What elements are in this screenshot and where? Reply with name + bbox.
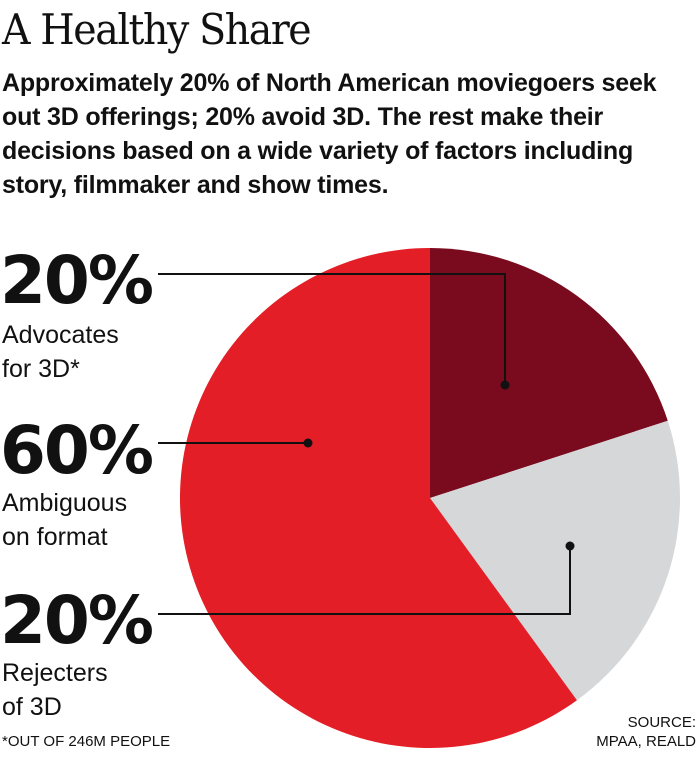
ambiguous-label-line1: Ambiguous: [2, 489, 128, 517]
rejecters-label-line1: Rejecters: [2, 659, 108, 687]
advocates-label: Advocates for 3D*: [2, 318, 162, 386]
advocates-label-line2: for 3D*: [2, 355, 80, 383]
advocates-percent: 20%: [0, 242, 154, 319]
rejecters-percent: 20%: [0, 582, 154, 659]
chart-title: A Healthy Share: [2, 5, 312, 54]
leader-advocates-dot: [500, 380, 510, 390]
leader-ambiguous-dot: [303, 438, 313, 448]
pie-slices: [179, 248, 680, 748]
leader-rejecters-dot: [565, 541, 575, 551]
source-note: SOURCE: MPAA, REALD: [596, 713, 696, 751]
slice-ambiguous: [179, 248, 577, 748]
source-names: MPAA, REALD: [596, 733, 696, 750]
ambiguous-percent: 60%: [0, 412, 154, 489]
slice-rejecters: [430, 420, 680, 701]
leader-advocates-line: [158, 273, 506, 385]
chart-subtitle: Approximately 20% of North American movi…: [2, 69, 657, 199]
leader-lines: [158, 273, 575, 615]
leader-rejecters-line: [158, 546, 571, 615]
ambiguous-label: Ambiguous on format: [2, 486, 162, 554]
advocates-label-line1: Advocates: [2, 321, 119, 349]
source-label: SOURCE:: [627, 714, 696, 731]
ambiguous-label-line2: on format: [2, 523, 108, 551]
rejecters-label: Rejecters of 3D: [2, 656, 162, 724]
rejecters-label-line2: of 3D: [2, 693, 62, 721]
footnote: *OUT OF 246M PEOPLE: [2, 733, 171, 750]
slice-advocates: [430, 248, 668, 498]
